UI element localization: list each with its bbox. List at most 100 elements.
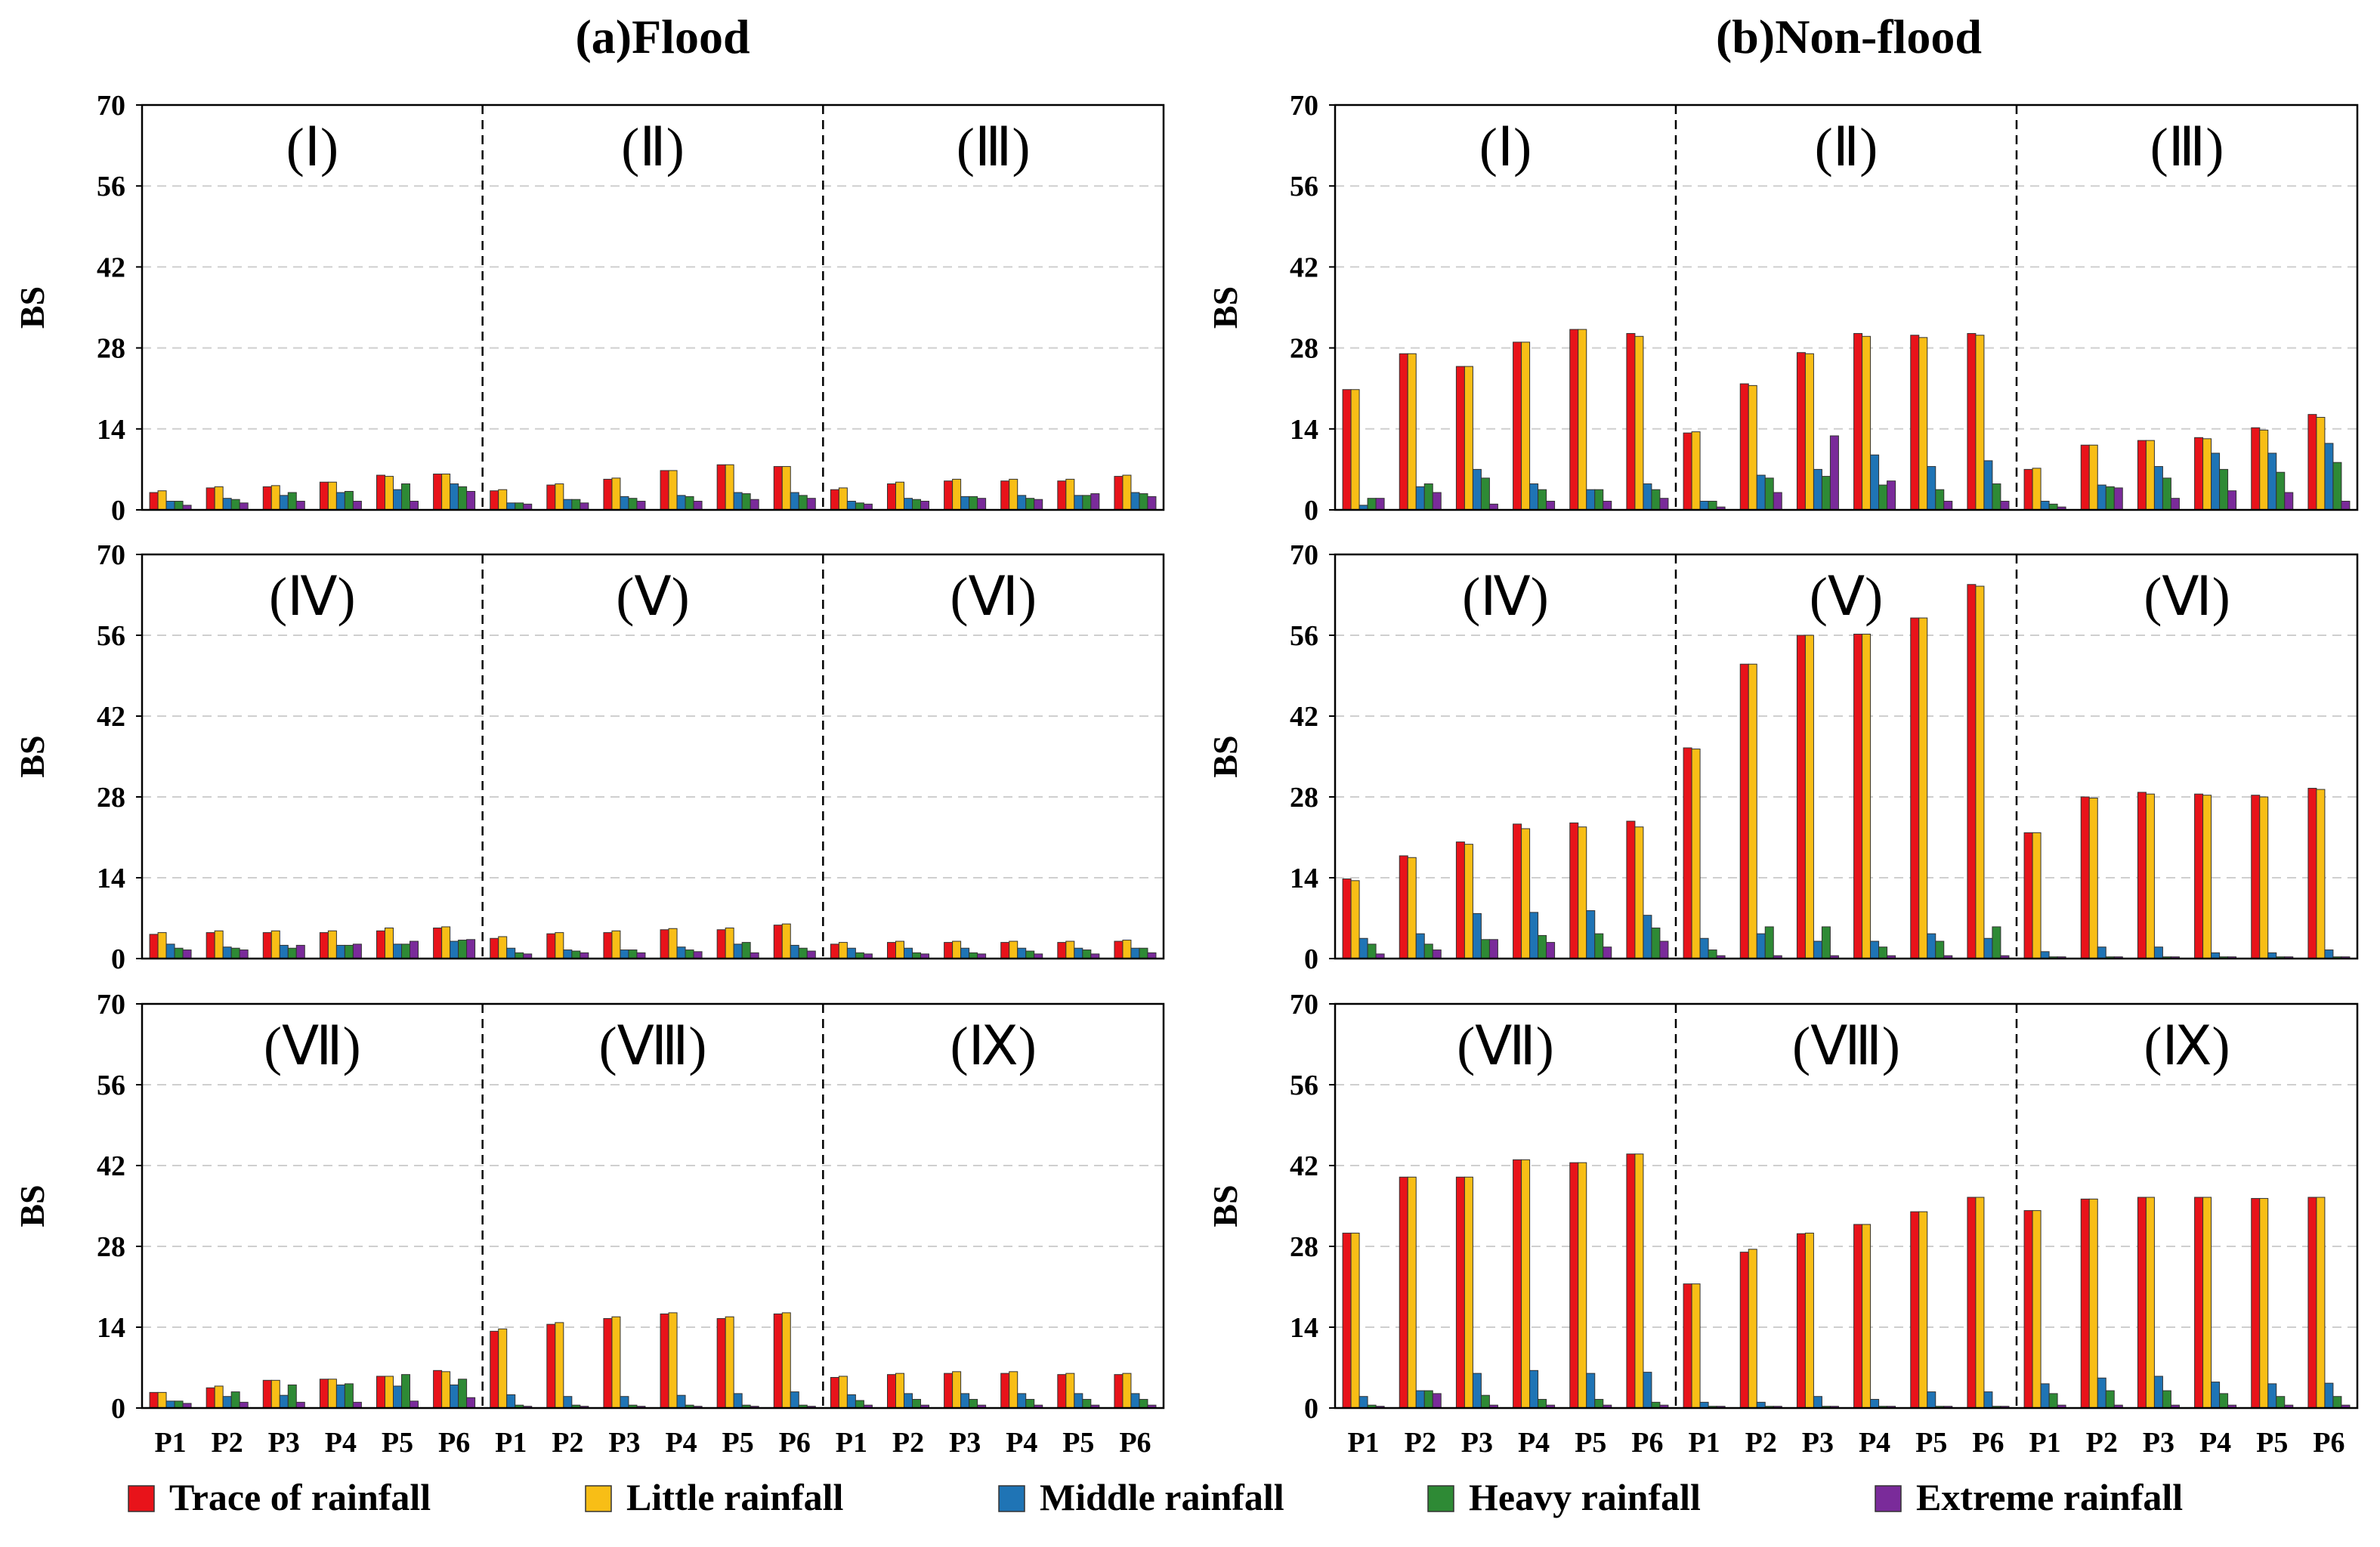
bar xyxy=(1375,498,1385,511)
bar xyxy=(1034,499,1043,511)
bar xyxy=(222,946,232,959)
bar xyxy=(2080,444,2090,511)
bar xyxy=(1350,389,1360,511)
bar xyxy=(2137,1197,2147,1409)
y-axis-label: BS xyxy=(13,286,51,329)
bar xyxy=(1455,1176,1465,1409)
bar xyxy=(733,943,743,959)
bar xyxy=(830,489,839,511)
bar xyxy=(904,1393,913,1409)
bar xyxy=(1407,1176,1417,1409)
bar xyxy=(716,1318,726,1409)
bar xyxy=(385,927,394,959)
x-tick-label: P4 xyxy=(1518,1427,1550,1459)
bar xyxy=(790,492,799,511)
y-tick-label: 42 xyxy=(97,252,125,283)
bar xyxy=(458,940,468,959)
bar xyxy=(2307,788,2317,959)
bar xyxy=(498,936,508,959)
bar xyxy=(1407,353,1417,511)
region-label: (Ⅱ) xyxy=(1815,117,1878,178)
bar xyxy=(1122,1373,1132,1409)
bar xyxy=(1065,940,1075,959)
legend-label: Trace of rainfall xyxy=(169,1476,431,1518)
bar xyxy=(410,501,419,511)
bar xyxy=(2211,1382,2221,1409)
bar xyxy=(2097,946,2106,959)
y-axis-label: BS xyxy=(13,735,51,777)
bar xyxy=(214,1385,224,1409)
x-tick-label: P1 xyxy=(1688,1427,1720,1459)
bar xyxy=(410,1400,419,1409)
bar xyxy=(458,486,468,511)
bar xyxy=(214,486,224,511)
bar xyxy=(1432,492,1442,511)
bar xyxy=(1975,335,1985,511)
bar xyxy=(1862,1224,1872,1409)
bar xyxy=(2219,1393,2229,1409)
bar xyxy=(466,1397,476,1409)
bar xyxy=(1122,474,1132,511)
x-tick-label: P6 xyxy=(1972,1427,2004,1459)
bar xyxy=(327,930,337,959)
bar xyxy=(660,1313,669,1409)
bar xyxy=(904,947,913,959)
bar xyxy=(2202,438,2212,511)
bar xyxy=(1603,946,1612,959)
bar xyxy=(165,943,175,959)
bar xyxy=(1358,937,1368,959)
bar xyxy=(693,951,703,959)
bar xyxy=(2307,1197,2317,1409)
bar xyxy=(450,483,459,511)
bar xyxy=(279,1394,289,1409)
bar xyxy=(969,496,978,511)
y-tick-label: 56 xyxy=(97,171,125,202)
bar xyxy=(1455,841,1465,959)
bar xyxy=(2332,462,2342,511)
bar xyxy=(603,932,613,959)
bar xyxy=(725,464,734,511)
legend-label: Middle rainfall xyxy=(1040,1476,1284,1518)
bar xyxy=(2276,1396,2286,1409)
bar xyxy=(149,1391,159,1409)
y-tick-label: 28 xyxy=(1290,782,1318,814)
x-tick-label: P5 xyxy=(722,1427,754,1459)
bar xyxy=(335,944,345,959)
bar xyxy=(1423,943,1433,959)
bar xyxy=(1708,950,1717,959)
bar xyxy=(977,498,987,511)
bar xyxy=(1407,857,1417,959)
region-label: (Ⅳ) xyxy=(269,567,355,627)
bar xyxy=(466,939,476,959)
bar xyxy=(2251,427,2261,511)
bar xyxy=(1756,933,1766,959)
bar xyxy=(798,495,808,511)
bar xyxy=(1708,501,1717,511)
bar xyxy=(335,492,345,511)
bar xyxy=(1853,1224,1863,1409)
bar xyxy=(1342,1232,1352,1409)
legend-swatch xyxy=(128,1485,155,1512)
bar xyxy=(944,942,954,959)
bar xyxy=(376,474,385,511)
bar xyxy=(230,947,240,959)
bar xyxy=(1683,1283,1692,1409)
bar xyxy=(1683,747,1692,959)
bar xyxy=(1529,1369,1539,1409)
bar xyxy=(2000,501,2010,511)
bar xyxy=(2194,793,2204,959)
bar xyxy=(1739,1252,1749,1409)
bar xyxy=(230,1391,240,1409)
y-tick-label: 56 xyxy=(97,620,125,652)
bar xyxy=(546,484,556,511)
bar xyxy=(376,930,385,959)
bar xyxy=(1634,826,1644,959)
bar xyxy=(952,940,962,959)
bar xyxy=(1399,353,1408,511)
bar xyxy=(344,944,354,959)
bar xyxy=(1017,947,1027,959)
bar xyxy=(1065,1373,1075,1409)
bar xyxy=(1025,950,1035,959)
bar xyxy=(1586,1373,1596,1409)
